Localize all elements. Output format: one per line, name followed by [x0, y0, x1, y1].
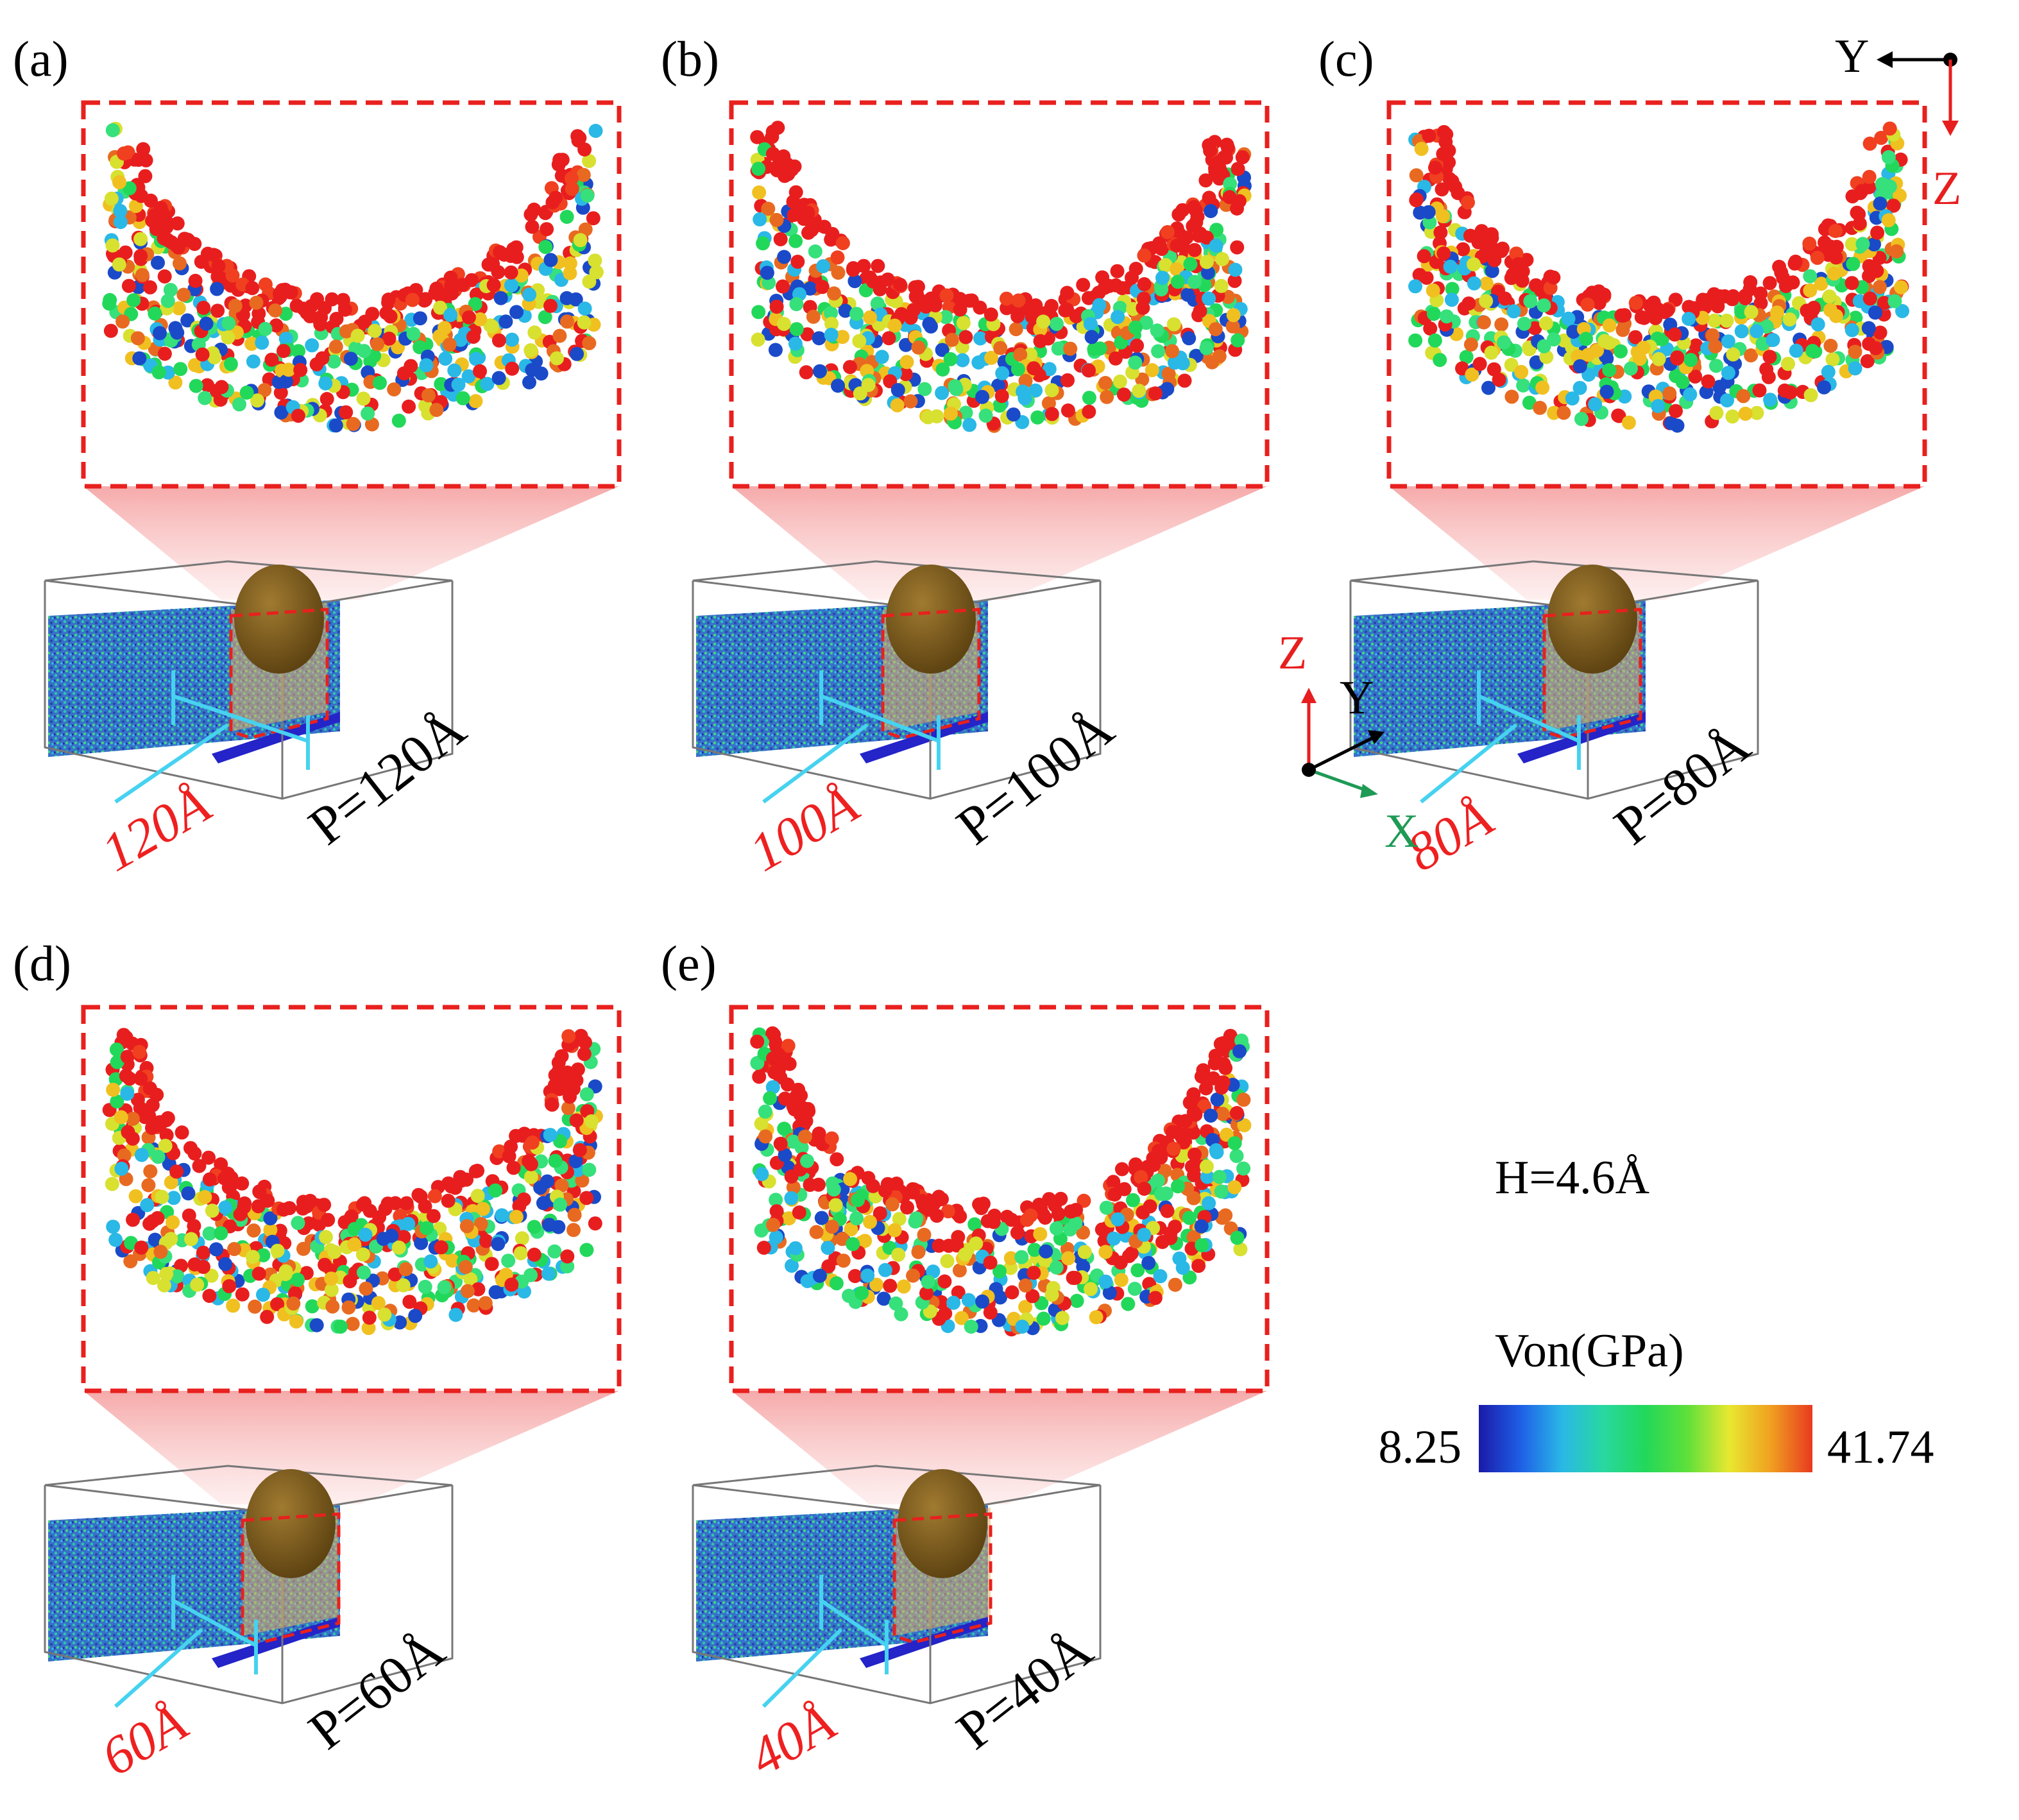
inset-frame [81, 100, 622, 489]
zoom-projection [83, 1391, 619, 1504]
height-label: H=4.6Å [1495, 1152, 1649, 1204]
axis-2d-y-label: Y [1835, 30, 1869, 83]
cut-width-indicator [762, 670, 941, 804]
colorbar-title: Von(GPa) [1495, 1325, 1684, 1377]
panel-label: (a) [13, 31, 69, 87]
axis-3d-y-label: Y [1340, 672, 1374, 724]
cut-frame [229, 608, 329, 740]
axis-2d-z-label: Z [1932, 162, 1961, 215]
indenter [886, 565, 976, 674]
zoom-projection [1389, 486, 1925, 600]
colorbar: Von(GPa) 8.25 41.74 [1379, 1325, 1934, 1474]
cut-frame [892, 1512, 992, 1644]
cut-width-indicator [114, 670, 310, 804]
axes-3d: Z Y X [1278, 627, 1418, 858]
indenter [234, 565, 324, 674]
inset-frame [81, 1005, 622, 1393]
panel-e: (e) 40Å P=40Å [661, 935, 1270, 1788]
cut-width-indicator [762, 1575, 889, 1708]
panel-label: (d) [13, 935, 71, 991]
axis-3d-z-label: Z [1278, 627, 1307, 679]
atom-crescent [102, 121, 604, 433]
period-label: P=40Å [946, 1619, 1103, 1760]
cut-label: 100Å [740, 774, 869, 883]
panel-c: (c)80Å P=80Å [1318, 31, 1927, 883]
colorbar-max-label: 41.74 [1827, 1421, 1934, 1474]
panel-label: (c) [1318, 31, 1374, 87]
colorbar-gradient [1479, 1405, 1812, 1472]
panel-b: (b)100Å P=100Å [661, 31, 1270, 883]
inset-frame [1386, 100, 1927, 489]
indenter [246, 1469, 336, 1578]
cut-frame [241, 1512, 341, 1644]
panel-d: (d) 60Å P=60Å [13, 935, 622, 1788]
axis-3d-x-label: X [1384, 805, 1418, 858]
indenter [898, 1469, 987, 1578]
cut-label: 40Å [740, 1692, 845, 1788]
period-label: P=60Å [298, 1619, 456, 1760]
zoom-projection [731, 486, 1267, 600]
colorbar-min-label: 8.25 [1379, 1421, 1462, 1474]
atom-crescent [750, 121, 1252, 433]
panel-label: (b) [661, 31, 719, 87]
cut-frame [881, 608, 981, 740]
axes-2d: Y Z [1835, 30, 1961, 215]
indenter [1547, 565, 1637, 674]
cut-label: 60Å [92, 1692, 197, 1788]
zoom-projection [731, 1391, 1267, 1504]
cut-frame [1542, 608, 1642, 740]
atom-crescent [750, 1026, 1252, 1337]
atom-crescent [1408, 121, 1909, 433]
inset-frame [729, 1005, 1270, 1393]
atom-crescent [102, 1028, 603, 1336]
cut-width-indicator [1420, 670, 1581, 804]
zoom-projection [83, 486, 619, 600]
inset-frame [729, 100, 1270, 489]
cut-label: 120Å [92, 774, 221, 883]
period-label: P=80Å [1603, 715, 1761, 856]
panel-a: (a)120Å P=120Å [13, 31, 622, 883]
cut-width-indicator [114, 1575, 258, 1708]
panel-label: (e) [661, 935, 717, 991]
